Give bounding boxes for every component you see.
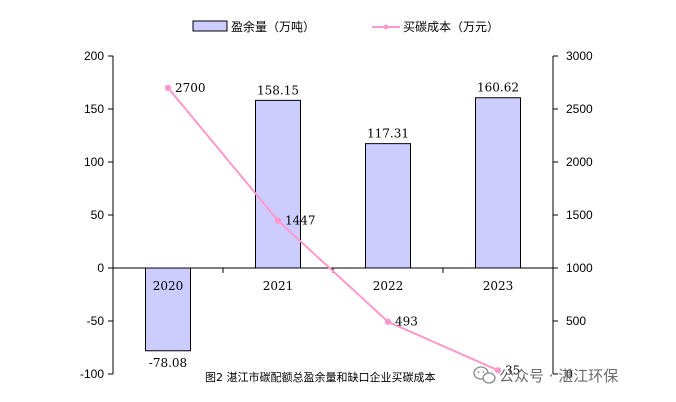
right-tick-label: 1000	[566, 261, 593, 275]
legend: 盈余量（万吨） 买碳成本（万元）	[192, 19, 499, 34]
line-value-label: 2700	[175, 81, 206, 95]
left-tick-label: -100	[80, 367, 104, 381]
bar-2020	[145, 267, 191, 352]
bar-2023	[475, 97, 521, 269]
line-point-2022	[384, 318, 392, 325]
watermark-text: 公众号 · 湛江环保	[499, 367, 618, 385]
category-labels: 2020 2021 2022 2023	[153, 279, 514, 293]
left-tick-label: 0	[97, 261, 104, 275]
line-value-label: 1447	[285, 214, 316, 228]
watermark: 公众号 · 湛江环保	[473, 366, 618, 385]
left-tick-label: -50	[87, 314, 105, 328]
legend-bar-label: 盈余量（万吨）	[231, 19, 315, 34]
bar-value-label: -78.08	[149, 356, 187, 370]
category-label: 2022	[373, 279, 404, 293]
right-tick-label: 0	[566, 367, 573, 381]
right-tick-label: 2500	[566, 102, 593, 116]
right-tick-label: 3000	[566, 49, 593, 63]
line-path	[167, 87, 499, 372]
left-tick-label: 100	[84, 155, 104, 169]
line-point-2020	[164, 84, 172, 92]
bar-value-label: 160.62	[477, 81, 519, 95]
bar-2022	[365, 143, 411, 269]
line-value-label: 35	[505, 363, 520, 377]
line-series: 2700 1447 493 35	[164, 81, 520, 377]
legend-line-label: 买碳成本（万元）	[403, 20, 499, 34]
figure-caption: 图2 湛江市碳配额总盈余量和缺口企业买碳成本	[205, 370, 436, 384]
line-point-2021	[274, 217, 282, 224]
left-axis-ticks: -100 -50 0 50 100 150 200	[80, 49, 554, 381]
category-label: 2023	[483, 279, 514, 293]
left-tick-label: 150	[84, 102, 104, 116]
line-point-2023	[494, 367, 502, 374]
right-tick-label: 1500	[566, 208, 593, 222]
left-tick-label: 50	[91, 208, 105, 222]
right-tick-label: 2000	[566, 155, 593, 169]
right-tick-label: 500	[566, 314, 586, 328]
bar-value-label: 117.31	[367, 127, 409, 141]
left-tick-label: 200	[84, 49, 104, 63]
line-value-label: 493	[395, 315, 418, 329]
category-label: 2021	[263, 279, 294, 293]
bar-series: -78.08 158.15 117.31 160.62	[145, 81, 521, 370]
legend-bar-swatch	[192, 20, 228, 32]
wechat-icon	[473, 366, 496, 384]
category-label: 2020	[153, 279, 184, 293]
bar-2021	[255, 99, 301, 269]
legend-line-marker	[383, 24, 389, 30]
bar-value-label: 158.15	[257, 83, 299, 97]
right-axis-ticks: 0 500 1000 1500 2000 2500 3000	[553, 49, 593, 381]
